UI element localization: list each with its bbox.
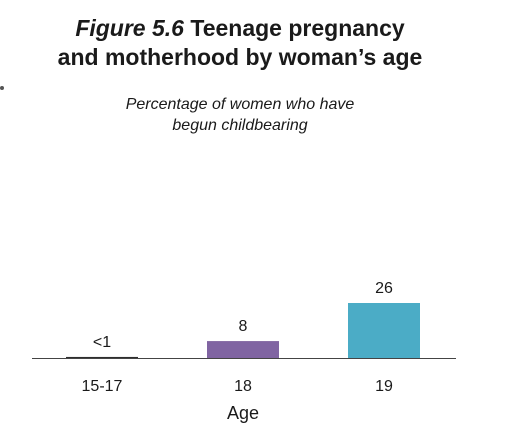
chart-subtitle: Percentage of women who have begun child… xyxy=(0,94,480,136)
bar-18 xyxy=(207,341,279,358)
bar-19 xyxy=(348,303,420,358)
data-label-18: 8 xyxy=(239,318,248,335)
title-line1: Teenage pregnancy xyxy=(190,15,405,41)
subtitle-line2: begun childbearing xyxy=(172,117,308,134)
x-axis-label: Age xyxy=(227,403,259,423)
x-tick-label-18: 18 xyxy=(234,378,252,395)
data-label-19: 26 xyxy=(375,280,393,297)
title-line2: and motherhood by woman’s age xyxy=(57,44,423,70)
x-tick-label-15-17: 15-17 xyxy=(82,378,123,395)
chart-title: Figure 5.6 Teenage pregnancy and motherh… xyxy=(0,14,480,72)
margin-dot xyxy=(0,86,4,90)
subtitle-line1: Percentage of women who have xyxy=(125,96,355,113)
bar-15-17 xyxy=(66,356,138,358)
figure-number: Figure 5.6 xyxy=(75,15,184,41)
x-tick-label-19: 19 xyxy=(375,378,393,395)
data-label-15-17: <1 xyxy=(93,334,111,351)
